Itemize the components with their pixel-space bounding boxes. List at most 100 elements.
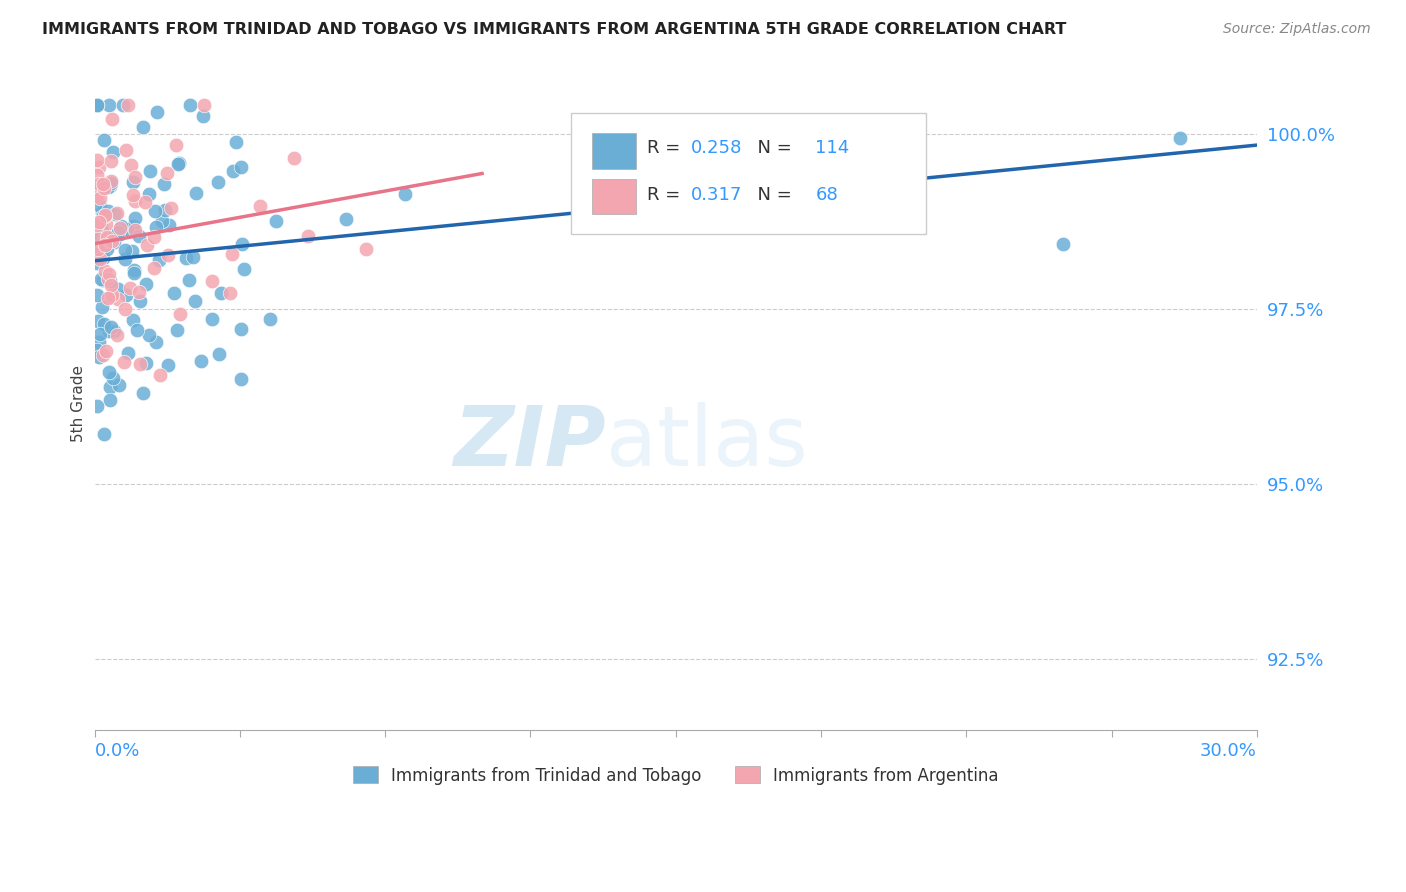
Point [86,153,108,168]
Point [124,211,146,225]
Point [128,228,150,243]
Text: 114: 114 [815,139,849,157]
Point [97,272,120,286]
Point [128,358,150,372]
Point [283,151,305,165]
Point [354,242,377,256]
Point [1168,130,1191,145]
Point [87,232,110,246]
Point [94,238,117,252]
Point [264,213,287,227]
Point [100,154,122,169]
Point [148,253,170,268]
Point [89,350,111,364]
Text: 0.317: 0.317 [690,186,742,203]
Point [209,285,232,300]
Text: ZIP: ZIP [453,402,606,483]
Point [121,175,143,189]
Point [122,266,145,280]
Point [105,327,128,342]
Text: R =: R = [647,139,686,157]
Point [96,343,118,358]
Point [98,179,121,194]
Point [135,356,157,370]
Point [97,267,120,281]
Legend: Immigrants from Trinidad and Tobago, Immigrants from Argentina: Immigrants from Trinidad and Tobago, Imm… [344,758,1007,793]
Point [98,98,121,112]
Point [132,120,155,134]
Point [87,242,110,256]
Point [101,371,124,385]
Point [233,262,256,277]
Point [93,232,115,246]
Point [132,386,155,401]
Text: N =: N = [745,139,797,157]
Point [91,252,114,266]
Point [93,178,115,192]
Point [90,215,112,229]
Point [149,368,172,383]
Point [89,252,111,266]
Point [221,247,243,261]
Point [229,322,252,336]
Point [93,181,115,195]
Point [100,234,122,248]
Point [96,230,118,244]
Point [114,354,136,368]
Bar [592,178,637,214]
Point [100,234,122,248]
Point [167,156,190,170]
Point [122,263,145,277]
Point [190,354,212,368]
Point [122,313,145,327]
Point [114,244,136,258]
Point [157,219,180,233]
Point [86,247,108,261]
Point [86,168,108,182]
Point [90,229,112,244]
Point [100,288,122,302]
Point [115,144,138,158]
Y-axis label: 5th Grade: 5th Grade [72,365,86,442]
Point [86,399,108,413]
Point [100,319,122,334]
Point [128,285,150,299]
Point [121,187,143,202]
Point [124,169,146,184]
Point [86,288,108,302]
Point [91,224,114,238]
Point [87,335,110,350]
Point [231,371,253,385]
Point [193,110,215,124]
Point [93,209,115,223]
Point [249,199,271,213]
Point [135,277,157,292]
Text: IMMIGRANTS FROM TRINIDAD AND TOBAGO VS IMMIGRANTS FROM ARGENTINA 5TH GRADE CORRE: IMMIGRANTS FROM TRINIDAD AND TOBAGO VS I… [42,22,1067,37]
Point [138,328,160,343]
Point [86,98,108,112]
Point [142,261,165,276]
Point [94,208,117,222]
Point [103,325,125,339]
Point [219,285,242,300]
Point [89,177,111,191]
Point [163,285,186,300]
Point [114,288,136,302]
Point [108,227,131,241]
Point [91,273,114,287]
Text: 0.258: 0.258 [690,139,742,157]
Point [201,274,224,288]
Point [110,219,132,233]
Point [179,98,201,112]
Point [157,358,180,372]
Text: 0.0%: 0.0% [94,742,141,760]
FancyBboxPatch shape [571,113,925,234]
Point [120,158,142,172]
Point [184,186,207,200]
Point [104,207,127,221]
Point [107,225,129,239]
Point [93,426,115,441]
Point [98,325,121,339]
Point [129,294,152,309]
Point [152,178,174,192]
